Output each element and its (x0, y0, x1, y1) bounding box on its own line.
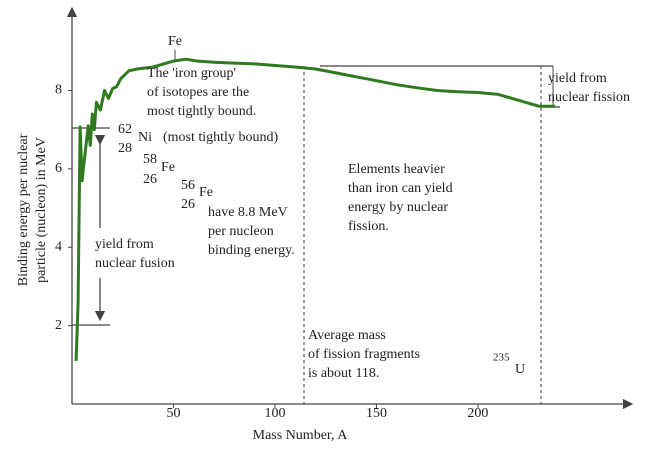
annotation: 62 (118, 122, 132, 137)
x-tick-label: 150 (366, 406, 387, 421)
annotation: nuclear fusion (95, 256, 175, 271)
annotation: per nucleon (208, 224, 274, 239)
annotation: 58 (143, 152, 157, 167)
x-tick-label: 200 (467, 406, 488, 421)
annotation: (most tightly bound) (163, 130, 278, 145)
annotation: Fe (161, 160, 175, 175)
annotation: Elements heavier (348, 162, 445, 177)
annotation: of fission fragments (308, 347, 420, 362)
x-tick-label: 50 (166, 406, 180, 421)
y-tick-label: 6 (55, 161, 62, 176)
annotation: of isotopes are the (147, 85, 249, 100)
annotation: yield from (95, 237, 154, 252)
annotation: have 8.8 MeV (208, 205, 288, 220)
y-axis-label: particle (nucleon) in MeV (34, 137, 49, 283)
annotation: Average mass (308, 328, 386, 343)
data-line (74, 57, 556, 361)
annotation: 28 (118, 141, 132, 156)
annotation: yield from (548, 71, 607, 86)
annotation: The 'iron group' (147, 66, 236, 81)
annotation: 235 (493, 352, 510, 364)
annotation: 26 (181, 197, 195, 212)
y-tick-label: 2 (55, 318, 62, 333)
x-axis-label: Mass Number, A (253, 428, 349, 443)
y-tick-label: 4 (55, 239, 62, 254)
annotation: Fe (168, 34, 182, 49)
annotation: Ni (138, 130, 152, 145)
annotation: than iron can yield (348, 181, 453, 196)
annotation: 26 (143, 172, 157, 187)
y-tick-label: 8 (55, 83, 62, 98)
annotation: nuclear fission (548, 90, 630, 105)
annotation: Fe (199, 185, 213, 200)
annotation: binding energy. (208, 243, 295, 258)
annotation: is about 118. (308, 366, 379, 381)
annotation: 56 (181, 178, 195, 193)
annotation: energy by nuclear (348, 200, 448, 215)
y-axis-label: Binding energy per nuclear (16, 133, 31, 286)
x-tick-label: 100 (264, 406, 285, 421)
annotation: U (515, 362, 525, 377)
annotation: most tightly bound. (147, 104, 256, 119)
annotation: fission. (348, 219, 389, 234)
